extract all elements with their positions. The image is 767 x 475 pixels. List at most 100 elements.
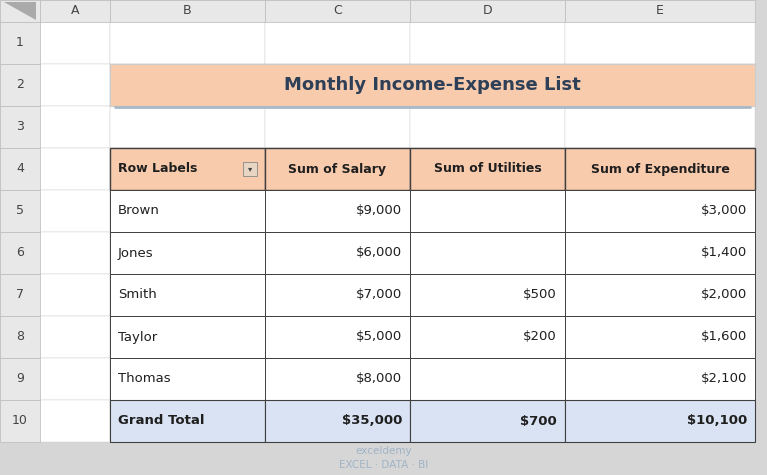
Bar bbox=[40, 106, 110, 148]
Text: 1: 1 bbox=[16, 37, 24, 49]
Text: ▾: ▾ bbox=[248, 164, 252, 173]
Bar bbox=[565, 358, 755, 400]
Bar bbox=[410, 106, 565, 148]
Bar bbox=[565, 232, 755, 274]
Text: E: E bbox=[656, 4, 664, 18]
Text: 2: 2 bbox=[16, 78, 24, 92]
Text: 7: 7 bbox=[16, 288, 24, 302]
Text: $2,100: $2,100 bbox=[700, 372, 747, 386]
Bar bbox=[410, 0, 565, 22]
Text: $9,000: $9,000 bbox=[356, 205, 402, 218]
Text: 6: 6 bbox=[16, 247, 24, 259]
Bar bbox=[265, 64, 410, 106]
Bar bbox=[410, 190, 565, 232]
Text: $500: $500 bbox=[523, 288, 557, 302]
Bar bbox=[565, 400, 755, 442]
Bar bbox=[410, 22, 565, 64]
Text: 8: 8 bbox=[16, 331, 24, 343]
Bar bbox=[565, 316, 755, 358]
Bar bbox=[265, 400, 410, 442]
Bar bbox=[40, 232, 110, 274]
Bar bbox=[0, 274, 40, 316]
Bar bbox=[265, 316, 410, 358]
Text: $35,000: $35,000 bbox=[341, 415, 402, 428]
Bar bbox=[410, 190, 565, 232]
Bar bbox=[0, 316, 40, 358]
Text: Sum of Utilities: Sum of Utilities bbox=[433, 162, 542, 175]
Bar bbox=[40, 400, 110, 442]
Bar bbox=[265, 148, 410, 190]
Bar bbox=[0, 106, 40, 148]
Bar bbox=[110, 316, 265, 358]
Text: exceldemy
EXCEL · DATA · BI: exceldemy EXCEL · DATA · BI bbox=[339, 446, 428, 471]
Bar bbox=[40, 358, 110, 400]
Text: Brown: Brown bbox=[118, 205, 160, 218]
Bar bbox=[110, 64, 755, 106]
Bar bbox=[410, 400, 565, 442]
Bar bbox=[265, 190, 410, 232]
Bar bbox=[265, 0, 410, 22]
Text: $2,000: $2,000 bbox=[701, 288, 747, 302]
Text: $6,000: $6,000 bbox=[356, 247, 402, 259]
Bar bbox=[0, 190, 40, 232]
Bar bbox=[265, 358, 410, 400]
Bar bbox=[565, 274, 755, 316]
Bar bbox=[410, 274, 565, 316]
Text: $8,000: $8,000 bbox=[356, 372, 402, 386]
Bar bbox=[265, 274, 410, 316]
Text: $200: $200 bbox=[523, 331, 557, 343]
Text: $700: $700 bbox=[520, 415, 557, 428]
Text: 5: 5 bbox=[16, 205, 24, 218]
Bar bbox=[110, 358, 265, 400]
Text: 3: 3 bbox=[16, 121, 24, 133]
Bar bbox=[265, 274, 410, 316]
Text: 9: 9 bbox=[16, 372, 24, 386]
Bar bbox=[0, 358, 40, 400]
Text: D: D bbox=[482, 4, 492, 18]
Bar bbox=[565, 64, 755, 106]
Polygon shape bbox=[4, 2, 36, 20]
Bar bbox=[565, 148, 755, 190]
Text: Sum of Salary: Sum of Salary bbox=[288, 162, 387, 175]
Bar bbox=[565, 22, 755, 64]
Bar bbox=[410, 316, 565, 358]
Bar bbox=[110, 400, 265, 442]
Text: Row Labels: Row Labels bbox=[118, 162, 197, 175]
Bar bbox=[265, 190, 410, 232]
Text: 4: 4 bbox=[16, 162, 24, 175]
Text: $3,000: $3,000 bbox=[701, 205, 747, 218]
Text: Smith: Smith bbox=[118, 288, 156, 302]
Text: $1,400: $1,400 bbox=[701, 247, 747, 259]
Bar bbox=[110, 22, 265, 64]
Bar bbox=[565, 0, 755, 22]
Text: Taylor: Taylor bbox=[118, 331, 157, 343]
Text: $1,600: $1,600 bbox=[701, 331, 747, 343]
Bar bbox=[40, 22, 110, 64]
Bar bbox=[110, 190, 265, 232]
Bar bbox=[410, 274, 565, 316]
Bar bbox=[110, 148, 265, 190]
Bar bbox=[410, 232, 565, 274]
Bar bbox=[565, 190, 755, 232]
Bar bbox=[40, 0, 110, 22]
Bar bbox=[265, 358, 410, 400]
Bar bbox=[565, 316, 755, 358]
Bar bbox=[565, 190, 755, 232]
Bar bbox=[110, 232, 265, 274]
Bar bbox=[265, 22, 410, 64]
Bar bbox=[410, 316, 565, 358]
Bar bbox=[110, 148, 265, 190]
Bar bbox=[265, 148, 410, 190]
Text: $10,100: $10,100 bbox=[686, 415, 747, 428]
Bar bbox=[565, 148, 755, 190]
Bar bbox=[243, 162, 257, 176]
Bar bbox=[40, 64, 110, 106]
Text: Monthly Income-Expense List: Monthly Income-Expense List bbox=[284, 76, 581, 94]
Bar bbox=[0, 64, 40, 106]
Bar bbox=[265, 400, 410, 442]
Text: A: A bbox=[71, 4, 79, 18]
Bar bbox=[0, 400, 40, 442]
Bar bbox=[110, 64, 265, 106]
Bar bbox=[110, 358, 265, 400]
Bar bbox=[0, 0, 40, 22]
